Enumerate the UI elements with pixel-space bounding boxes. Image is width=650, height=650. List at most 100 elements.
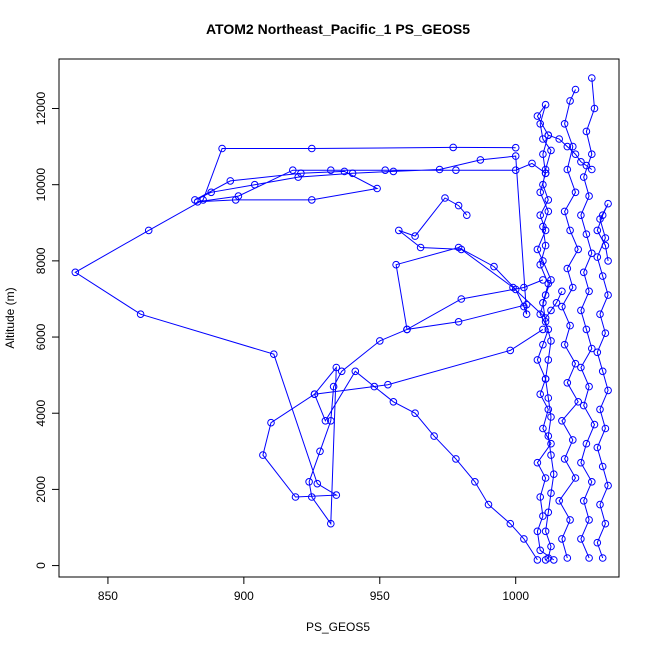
data-point: [563, 165, 572, 174]
series-layer: [74, 77, 609, 561]
points-layer: [71, 74, 612, 564]
data-point: [373, 184, 381, 193]
series-line: [194, 155, 546, 330]
data-point: [533, 458, 542, 467]
data-point: [520, 283, 528, 292]
x-tick-label: 950: [370, 589, 390, 603]
data-point: [539, 340, 547, 349]
data-point: [452, 455, 460, 463]
data-point: [511, 166, 520, 174]
data-point: [520, 535, 528, 543]
data-point: [259, 451, 267, 459]
y-axis-label: Altitude (m): [3, 287, 17, 348]
data-point: [577, 535, 585, 543]
data-point: [449, 143, 458, 152]
data-point: [332, 363, 341, 372]
data-point: [560, 340, 569, 349]
data-point: [234, 192, 243, 200]
data-point: [71, 268, 80, 277]
data-point: [593, 348, 602, 357]
data-point: [536, 260, 545, 269]
data-point: [596, 405, 604, 414]
data-point: [435, 165, 444, 174]
data-point: [541, 165, 550, 174]
data-point: [541, 527, 550, 536]
data-point: [327, 417, 335, 425]
data-point: [511, 152, 520, 160]
series-line: [398, 197, 563, 319]
data-point: [289, 166, 297, 174]
data-point: [199, 196, 207, 204]
data-point: [588, 249, 596, 258]
y-axis: 0 2000 4000 6000 8000 10000 12000: [34, 92, 59, 569]
data-point: [539, 180, 547, 189]
data-point: [601, 519, 610, 528]
data-point: [297, 169, 305, 178]
data-point: [520, 302, 528, 311]
data-point: [313, 479, 322, 488]
data-point: [544, 196, 553, 204]
data-point: [327, 166, 335, 174]
data-point: [541, 169, 550, 178]
data-point: [596, 500, 604, 509]
data-point: [207, 188, 215, 197]
x-tick-label: 1000: [502, 589, 529, 603]
data-point: [541, 241, 550, 250]
data-point: [308, 144, 316, 153]
data-point: [226, 177, 235, 185]
data-point: [588, 478, 596, 486]
data-point: [321, 417, 330, 425]
data-point: [392, 260, 400, 269]
data-point: [310, 390, 319, 399]
data-point: [471, 478, 479, 486]
data-point: [250, 180, 259, 189]
data-point: [381, 166, 390, 174]
data-point: [582, 127, 591, 136]
data-point: [539, 150, 547, 158]
data-point: [571, 188, 580, 197]
data-point: [569, 436, 577, 444]
data-point: [536, 546, 545, 555]
data-point: [308, 493, 316, 501]
data-point: [144, 226, 153, 235]
data-point: [308, 196, 316, 204]
data-point: [563, 264, 572, 273]
series-line: [308, 279, 544, 561]
data-point: [582, 325, 591, 334]
data-point: [294, 173, 303, 181]
data-point: [574, 398, 583, 406]
data-point: [547, 306, 555, 315]
data-point: [476, 156, 485, 164]
series-line: [596, 203, 609, 559]
data-point: [555, 497, 564, 505]
data-point: [566, 226, 574, 235]
data-point: [193, 198, 202, 206]
data-point: [585, 382, 593, 391]
data-point: [539, 135, 547, 143]
series-line: [536, 104, 555, 561]
data-point: [541, 318, 550, 326]
data-point: [541, 375, 550, 383]
data-point: [604, 291, 612, 299]
data-point: [454, 201, 463, 210]
data-point: [563, 379, 572, 387]
data-point: [558, 417, 566, 425]
data-point: [539, 276, 547, 284]
data-point: [558, 535, 566, 543]
data-point: [389, 167, 398, 176]
data-point: [506, 346, 515, 355]
data-point: [577, 458, 585, 467]
data-point: [596, 215, 604, 223]
series-line: [74, 146, 544, 498]
data-point: [539, 299, 547, 307]
data-point: [569, 142, 577, 151]
data-point: [577, 306, 585, 315]
data-point: [544, 325, 553, 334]
data-point: [550, 470, 558, 479]
data-point: [544, 131, 553, 139]
data-point: [547, 337, 555, 345]
data-point: [316, 447, 324, 456]
data-point: [441, 194, 449, 202]
data-point: [588, 165, 596, 174]
